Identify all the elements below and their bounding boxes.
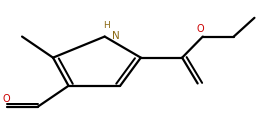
Text: O: O — [3, 94, 10, 104]
Text: O: O — [197, 24, 204, 34]
Text: N: N — [112, 31, 120, 41]
Text: H: H — [103, 21, 110, 30]
